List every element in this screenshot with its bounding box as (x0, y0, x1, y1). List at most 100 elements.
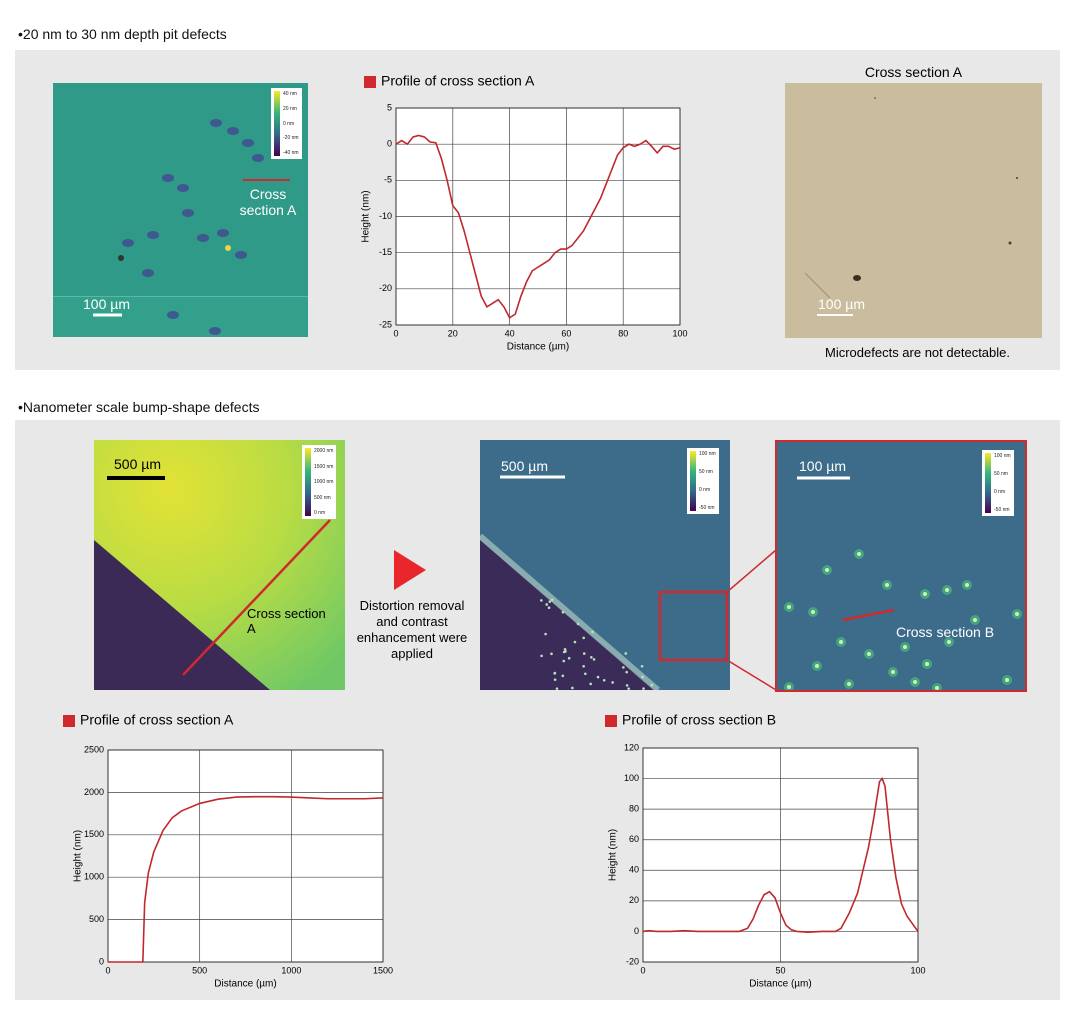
x-tick-label: 20 (448, 328, 458, 338)
annotation: Cross section A (239, 186, 297, 218)
x-tick-label: 100 (910, 965, 925, 975)
x-tick-label: 80 (618, 328, 628, 338)
x-tick-label: 50 (775, 965, 785, 975)
plot-frame (642, 747, 919, 963)
data-line (395, 134, 681, 319)
y-tick-label: 2500 (84, 744, 104, 754)
y-tick-label: 5 (387, 102, 392, 112)
colorbar-label: 1000 nm (314, 479, 334, 485)
afm-raw-image: 500 µm Cross section A 2000 nm 1500 nm 100… (94, 440, 345, 690)
colorbar: 2000 nm 1500 nm 1000 nm 500 nm 0 nm (302, 445, 337, 519)
defect (562, 659, 566, 663)
defect (553, 672, 556, 675)
afm-processed-image: 500 µm 100 nm 50 nm 0 nm -50 nm (480, 440, 730, 690)
defect (545, 603, 548, 606)
colorbar-label: 1500 nm (314, 463, 334, 470)
title-marker (63, 715, 75, 727)
defect (582, 664, 585, 668)
optical-image: 100 µm (785, 83, 1042, 338)
defect (641, 675, 644, 679)
defect (624, 652, 628, 655)
colorbar-label: -40 nm (283, 150, 299, 156)
title-marker (364, 76, 376, 88)
defect (891, 670, 895, 674)
scale-bar-label: 100 µm (799, 458, 846, 474)
defect (622, 666, 625, 669)
colorbar-label: 0 nm (283, 120, 295, 127)
colorbar-label: 100 nm (699, 451, 716, 457)
defect (591, 630, 594, 634)
x-tick-label: 0 (393, 328, 398, 338)
defect (544, 632, 547, 636)
y-tick-label: 0 (387, 139, 392, 149)
defect (923, 592, 927, 596)
x-axis-label: Distance (µm) (214, 979, 276, 990)
overlay (784, 476, 1022, 690)
defect (903, 645, 907, 649)
colorbar-label: 0 nm (699, 487, 711, 493)
defect (571, 686, 574, 690)
colorbar-label: 40 nm (283, 91, 297, 97)
y-tick-label: 500 (89, 914, 104, 924)
defect (627, 687, 631, 690)
defect (611, 681, 614, 684)
annotation: Cross section A (247, 606, 326, 636)
defect (573, 640, 577, 644)
y-axis-label: Height (nm) (361, 190, 372, 242)
defect (550, 598, 554, 602)
colorbar-label: 0 nm (314, 510, 326, 516)
x-tick-label: 60 (561, 328, 571, 338)
defect (857, 552, 861, 556)
defect (935, 686, 939, 690)
defect (561, 610, 565, 614)
x-tick-label: 0 (105, 965, 110, 975)
defect (547, 606, 551, 610)
y-tick-label: -25 (379, 319, 392, 329)
y-axis-label: Height (nm) (608, 829, 619, 881)
defect (553, 678, 557, 681)
y-tick-label: 2000 (84, 787, 104, 797)
defect (550, 652, 553, 656)
defect (913, 680, 917, 684)
defect (642, 687, 645, 690)
chart-title: Profile of cross section A (80, 712, 234, 728)
y-tick-label: -5 (384, 175, 392, 185)
x-tick-label: 1000 (281, 965, 301, 975)
defect (787, 685, 791, 689)
annotation: Cross section B (896, 624, 995, 640)
y-tick-label: -20 (626, 956, 639, 966)
scale-bar-label: 500 µm (114, 456, 161, 472)
defect (576, 622, 580, 626)
x-axis-label: Distance (µm) (507, 342, 569, 353)
defect (945, 588, 949, 592)
defect (582, 652, 586, 655)
plot-frame (395, 107, 681, 326)
x-tick-label: 1500 (373, 965, 393, 975)
defect (563, 647, 567, 651)
caption: Microdefects are not detectable. (825, 345, 1010, 360)
colorbar-label: -20 nm (283, 135, 299, 142)
defect (589, 682, 592, 686)
colorbar-label: 20 nm (283, 105, 297, 112)
defect (602, 678, 606, 682)
overlay (480, 475, 729, 690)
colorbar-label: 500 nm (314, 494, 331, 501)
y-axis-label: Height (nm) (73, 830, 84, 882)
defect (867, 652, 871, 656)
y-tick-label: 40 (629, 865, 639, 875)
y-tick-label: 80 (629, 804, 639, 814)
y-tick-label: -10 (379, 211, 392, 221)
process-note: Distortion removal and contrast enhancem… (356, 598, 468, 661)
image-title: Cross section A (864, 64, 963, 80)
specks (804, 97, 1018, 316)
scale-bar-label: 100 µm (83, 296, 130, 312)
colorbar-label: -50 nm (994, 507, 1010, 513)
defect (564, 650, 567, 653)
defect (596, 675, 600, 679)
zoom-lines (727, 549, 777, 691)
section-heading: •20 nm to 30 nm depth pit defects (18, 26, 227, 42)
title-marker (605, 715, 617, 727)
defect (1005, 678, 1009, 682)
